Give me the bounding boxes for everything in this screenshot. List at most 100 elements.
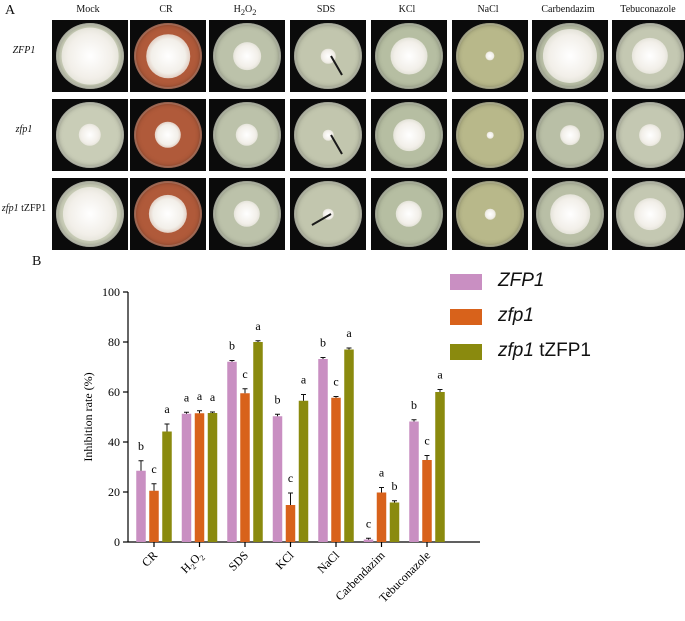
petri-dish [375,23,443,89]
row-label-text: zfp1 [1,203,19,214]
bar [253,342,263,542]
x-tick-label: SDS [226,548,251,573]
legend-label-name: ZFP1 [498,270,545,291]
x-tick-label-text: CR [139,548,160,569]
bar [285,505,296,542]
significance-letter: b [138,439,144,453]
plate-photo-zfp1-wt-nacl [452,20,528,92]
petri-dish [375,181,443,247]
significance-letter: c [151,462,156,476]
significance-letter: b [392,479,398,493]
plate-photo-zfp1-comp-mock [52,178,128,250]
x-tick-label: CR [139,548,160,569]
legend-swatch [450,309,482,325]
bar [240,393,250,542]
fungal-colony [78,123,102,147]
petri-dish [456,23,524,89]
column-header-subscript: 2 [252,8,257,17]
fungal-colony [395,200,423,228]
x-tick-label: KCl [273,548,298,573]
column-header-h2o2: H2O2 [207,4,283,17]
fungal-colony [486,131,494,139]
x-tick-label: NaCl [314,548,342,576]
y-tick-label: 40 [108,435,120,449]
plate-photo-zfp1-comp-sds [290,178,366,250]
x-tick-label-text: KCl [273,548,298,573]
fungal-colony [484,208,496,220]
bar [207,413,218,542]
significance-letter: a [184,390,190,404]
fungal-colony [62,186,118,242]
bar [136,470,146,542]
bar [272,416,283,542]
row-label-text: ZFP1 [12,45,36,56]
column-header-text: NaCl [477,4,499,15]
plate-photo-zfp1-comp-h2o2 [209,178,285,250]
bar [227,361,237,542]
significance-letter: a [301,373,307,387]
fungal-colony [233,42,261,70]
petri-dish [134,23,202,89]
plate-photo-zfp1-comp-carbendazim [532,178,608,250]
panel-b-label: B [32,254,42,269]
bar [409,421,419,542]
column-header-tebuconazole: Tebuconazole [610,4,685,15]
legend-swatch [450,344,482,360]
column-header-text: Tebuconazole [620,4,676,15]
plate-photo-zfp1-wt-h2o2 [209,20,285,92]
significance-letter: c [288,471,293,485]
legend-label: ZFP1 [498,270,544,292]
column-header-kcl: KCl [369,4,445,15]
plate-photo-zfp1-mut-carbendazim [532,99,608,171]
y-tick-label: 100 [102,285,120,299]
petri-dish [213,23,281,89]
x-tick-label-subscript: 2 [198,553,207,562]
column-header-text: SDS [316,4,336,15]
legend-label: zfp1 tZFP1 [498,340,591,362]
y-tick-label: 60 [108,385,120,399]
significance-letter: b [275,392,281,406]
bar [344,349,354,542]
plate-photo-zfp1-wt-mock [52,20,128,92]
petri-dish [375,102,443,168]
fungal-colony [550,194,590,234]
plate-photo-zfp1-comp-kcl [371,178,447,250]
plate-photo-zfp1-wt-sds [290,20,366,92]
petri-dish [616,102,684,168]
fungal-colony [560,125,580,145]
significance-letter: a [210,390,216,404]
x-tick-label: H2O2 [178,548,207,577]
row-label-zfp1-wt: ZFP1 [0,45,48,56]
petri-dish [294,23,362,89]
column-header-text: Carbendazim [541,4,595,15]
bar [318,359,328,542]
column-header-subscript: 2 [240,8,245,17]
row-label-text: zfp1 [15,124,33,135]
x-tick-label-text: NaCl [314,548,342,576]
column-header-cr: CR [128,4,204,15]
plate-photo-zfp1-mut-h2o2 [209,99,285,171]
fungal-colony [631,37,669,75]
significance-letter: a [197,389,203,403]
significance-letter: b [229,339,235,353]
petri-dish [56,23,124,89]
fungal-colony [146,34,190,78]
fungal-colony [393,119,425,151]
bar [376,492,387,542]
y-tick-label: 0 [114,535,120,549]
significance-letter: c [424,434,429,448]
bar [149,490,159,542]
fungal-colony [485,51,495,61]
bar [181,413,192,542]
panel-a-label: A [5,3,16,18]
petri-dish [213,181,281,247]
petri-dish [536,102,604,168]
x-tick-label-subscript: 2 [189,562,198,571]
significance-letter: c [333,375,338,389]
column-header-text: KCl [398,4,416,15]
column-header-mock: Mock [50,4,126,15]
row-label-zfp1-comp: zfp1 tZFP1 [0,203,48,214]
y-tick-label: 20 [108,485,120,499]
fungal-colony [154,121,182,149]
